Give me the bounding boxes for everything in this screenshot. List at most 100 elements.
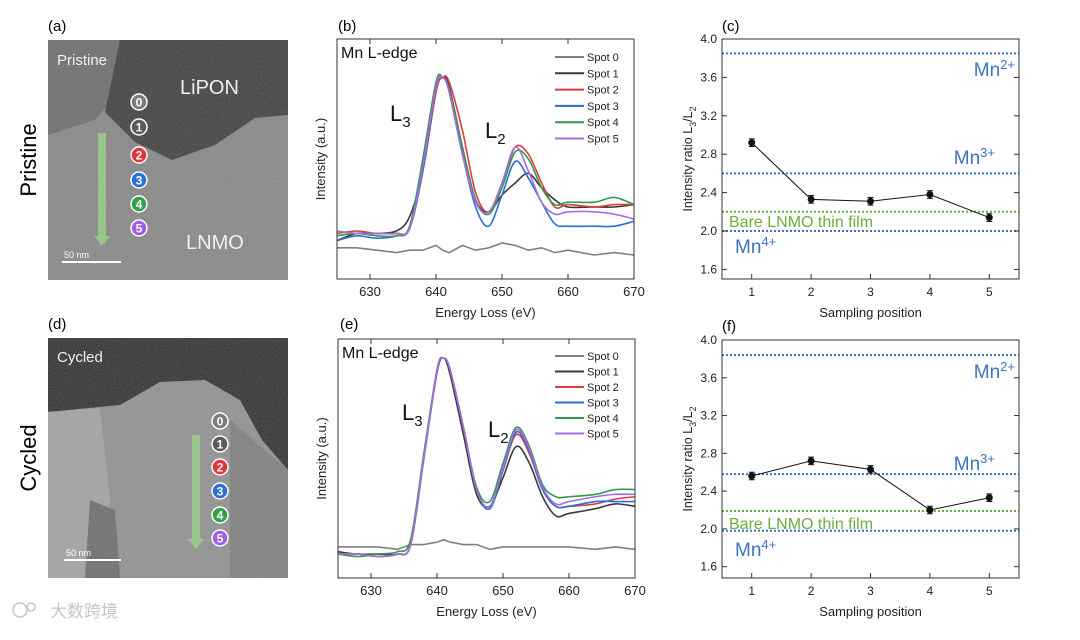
chart-title: Mn L-edge (341, 45, 418, 62)
x-tick-label: 650 (492, 583, 514, 598)
series-line-spot-0 (338, 538, 636, 551)
y-axis-label: Intensity ratio L3/L2 (681, 106, 698, 211)
chart-title: Mn L-edge (342, 345, 419, 362)
spot-number: 3 (217, 485, 224, 499)
spot-number: 1 (217, 438, 224, 452)
spot-number: 0 (136, 96, 143, 110)
image-title-cycled: Cycled (57, 349, 103, 366)
data-point (748, 139, 756, 147)
legend-label: Spot 2 (587, 382, 619, 394)
scale-bar-label: 50 nm (64, 250, 89, 260)
panel-letter-a: (a) (48, 18, 66, 35)
peak-label-L3: L3 (402, 400, 423, 430)
spot-number: 2 (136, 149, 143, 163)
x-axis-label: Sampling position (819, 604, 922, 619)
y-tick-label: 3.6 (700, 371, 717, 385)
series-line-spot-0 (337, 242, 635, 256)
reference-label: Mn3+ (954, 145, 995, 169)
panel-letter-c: (c) (722, 18, 740, 35)
watermark-logo: 大数跨境 (12, 602, 118, 621)
series-line-spot-5 (337, 356, 636, 558)
row-label-pristine: Pristine (16, 123, 41, 196)
spot-number: 3 (136, 174, 143, 188)
spot-marker-5 (211, 529, 229, 547)
peak-label-L2: L2 (485, 118, 506, 148)
y-axis-label: Intensity (a.u.) (313, 118, 328, 200)
data-point (985, 214, 993, 222)
x-tick-label: 660 (558, 583, 580, 598)
spot-marker-2 (130, 146, 148, 164)
sampling-arrow (192, 435, 200, 540)
y-tick-label: 2.8 (700, 147, 717, 161)
x-tick-label: 5 (986, 584, 993, 598)
y-tick-label: 2.4 (700, 484, 717, 498)
region-label-lipon: LiPON (180, 77, 239, 99)
series-line-spot-4 (336, 73, 635, 238)
x-tick-label: 660 (557, 284, 579, 299)
x-tick-label: 5 (986, 285, 993, 299)
data-point (926, 191, 934, 199)
y-tick-label: 3.2 (700, 109, 717, 123)
spot-marker-3 (211, 482, 229, 500)
legend-label: Spot 3 (587, 101, 619, 113)
legend-label: Spot 4 (587, 413, 619, 425)
panel-letter-e: (e) (340, 316, 358, 333)
spot-marker-1 (211, 435, 229, 453)
legend-label: Spot 0 (587, 52, 619, 64)
panel-letter-f: (f) (722, 318, 736, 335)
reference-label: Mn2+ (974, 359, 1015, 383)
x-tick-label: 3 (867, 285, 874, 299)
legend-label: Spot 2 (587, 85, 619, 97)
ratio-chart-cycled: Mn2+ Mn3+ Bare LNMO thin film Mn4+ 1 2 3 4 5 1.6 2… (681, 333, 1020, 619)
reference-label: Bare LNMO thin film (729, 214, 873, 231)
reference-label: Mn2+ (974, 57, 1015, 81)
y-tick-label: 2.0 (700, 522, 717, 536)
legend-label: Spot 0 (587, 351, 619, 363)
x-tick-label: 4 (927, 285, 934, 299)
spot-marker-4 (211, 506, 229, 524)
sampling-arrow-head (188, 539, 204, 549)
spot-marker-2 (211, 458, 229, 476)
spectrum-chart-cycled: 630 640 650 660 670 Energy Loss (eV) Intensity… (314, 338, 646, 619)
series-line-spot-5 (336, 75, 635, 236)
y-tick-label: 3.6 (700, 70, 717, 84)
spot-number: 1 (136, 121, 143, 135)
spectrum-chart-pristine: 630 640 650 660 670 Energy Loss (eV) Intensity… (313, 38, 645, 320)
legend-label: Spot 4 (587, 117, 619, 129)
y-tick-label: 3.2 (700, 409, 717, 423)
x-tick-label: 3 (867, 584, 874, 598)
y-tick-label: 4.0 (700, 333, 717, 347)
spot-marker-5 (130, 219, 148, 237)
watermark-text: 大数跨境 (50, 602, 118, 621)
legend-label: Spot 5 (587, 134, 619, 146)
x-tick-label: 2 (808, 285, 815, 299)
ratio-chart-pristine: Mn2+ Mn3+ Bare LNMO thin film Mn4+ 1 2 3 4 5 1.6 2… (681, 32, 1020, 320)
y-tick-label: 1.6 (700, 560, 717, 574)
spot-marker-0 (211, 412, 229, 430)
data-point (926, 506, 934, 514)
y-tick-label: 2.4 (700, 186, 717, 200)
x-tick-label: 670 (624, 583, 646, 598)
spot-number: 4 (217, 509, 224, 523)
reference-label: Bare LNMO thin film (729, 516, 873, 533)
x-tick-label: 670 (623, 284, 645, 299)
sampling-arrow-head (94, 236, 110, 246)
x-tick-label: 630 (360, 583, 382, 598)
x-axis-label: Energy Loss (eV) (436, 604, 536, 619)
legend-label: Spot 1 (587, 68, 619, 80)
sampling-arrow (98, 133, 106, 237)
y-tick-label: 1.6 (700, 262, 717, 276)
spot-marker-3 (130, 171, 148, 189)
reference-label: Mn4+ (735, 234, 776, 258)
y-tick-label: 2.0 (700, 224, 717, 238)
plot-frame (337, 338, 636, 579)
data-point (748, 472, 756, 480)
region-label-lnmo: LNMO (186, 232, 244, 254)
panel-letter-b: (b) (338, 18, 356, 35)
peak-label-L2: L2 (488, 417, 509, 447)
data-point (807, 457, 815, 465)
image-title-pristine: Pristine (57, 52, 107, 69)
plot-frame (336, 38, 635, 280)
spot-marker-4 (130, 195, 148, 213)
x-tick-label: 1 (748, 584, 755, 598)
